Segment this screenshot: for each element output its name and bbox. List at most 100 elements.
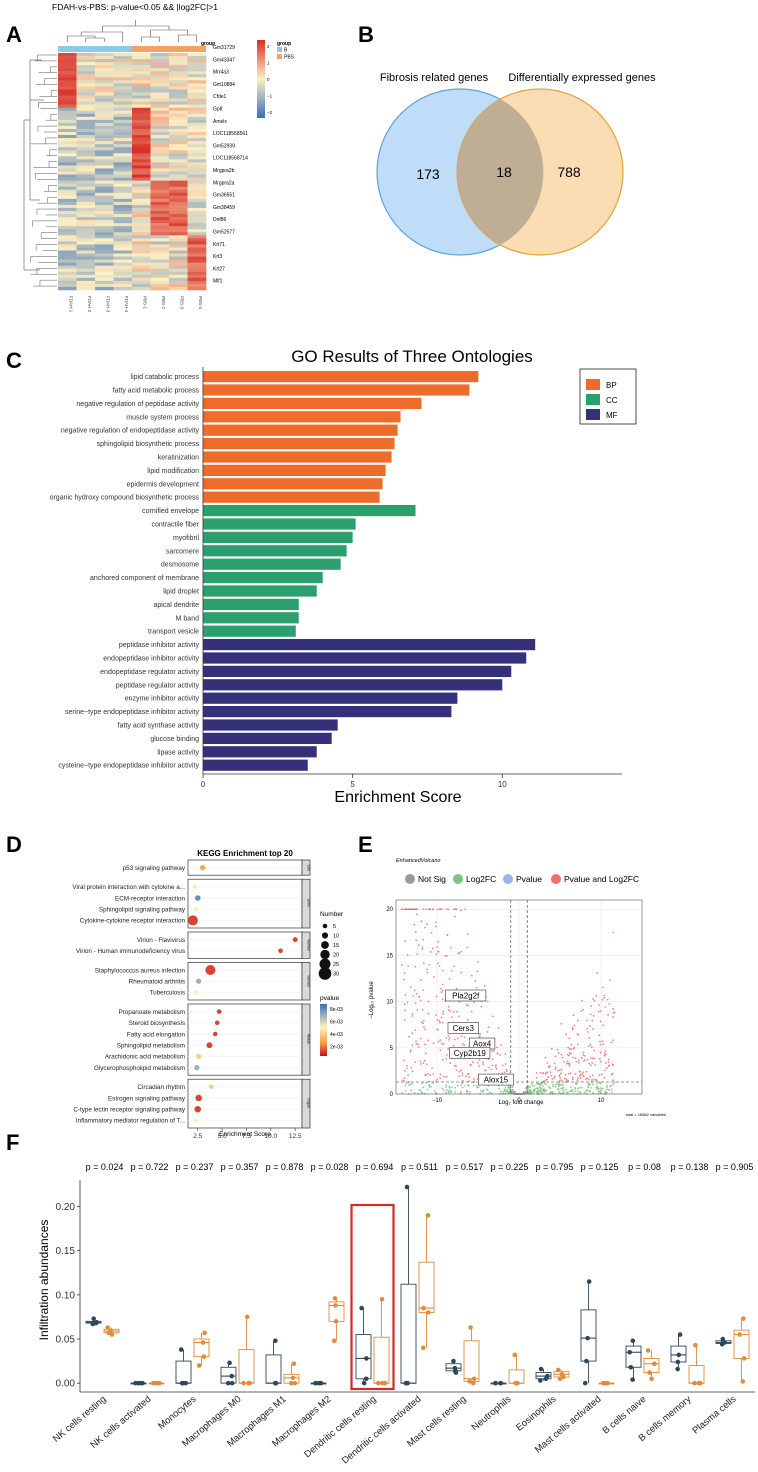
volcano-point	[405, 908, 407, 911]
volcano-point	[443, 1075, 445, 1078]
volcano-point	[575, 1083, 578, 1085]
heatmap-cell	[132, 171, 151, 175]
volcano-point	[576, 1079, 579, 1082]
size-legend-dot	[321, 932, 329, 939]
volcano-point	[432, 1082, 435, 1084]
volcano-point	[500, 1090, 502, 1093]
volcano-point	[422, 962, 425, 965]
heatmap-cell	[58, 162, 77, 166]
heatmap-cell	[58, 274, 77, 279]
volcano-point	[554, 1055, 557, 1058]
heatmap-cell	[132, 110, 151, 115]
volcano-point	[570, 1043, 573, 1046]
gene-label: Krt27	[213, 266, 225, 272]
heatmap-cell	[132, 244, 151, 248]
heatmap-cell	[169, 147, 188, 151]
box-category-label: Plasma cells	[691, 1394, 739, 1437]
heatmap-cell	[76, 62, 96, 66]
heatmap-cell	[95, 153, 114, 157]
volcano-point	[591, 1074, 594, 1077]
gene-label: Mrgpra2b	[213, 168, 235, 174]
volcano-point	[603, 1076, 606, 1079]
volcano-point	[400, 964, 403, 966]
size-legend-dot	[318, 967, 332, 980]
volcano-gene-label-box	[445, 989, 487, 1002]
heatmap-cell	[132, 211, 151, 215]
heatmap-cell	[95, 62, 114, 66]
heatmap-cell	[150, 204, 170, 209]
heatmap-cell	[150, 119, 170, 124]
box-data-point	[467, 1379, 473, 1384]
heatmap-cell	[76, 171, 96, 175]
volcano-point	[422, 1022, 425, 1025]
heatmap-cell	[132, 147, 151, 151]
kegg-bubble	[216, 1009, 222, 1014]
heatmap-cell	[169, 283, 188, 288]
heatmap-cell	[58, 214, 77, 218]
pvalue-tick-label: 4e-03	[330, 1032, 343, 1038]
volcano-point	[558, 1091, 561, 1093]
heatmap-cell	[150, 156, 170, 160]
volcano-point	[415, 1040, 417, 1043]
kegg-bubble	[206, 1042, 213, 1049]
go-term-label: serine−type endopeptidase inhibitor acti…	[65, 709, 200, 716]
volcano-point	[416, 1043, 419, 1046]
heatmap-cell	[58, 62, 77, 66]
heatmap-cell	[95, 235, 114, 239]
pvalue-label: p = 0.138	[671, 1162, 709, 1172]
volcano-point	[571, 1028, 574, 1031]
volcano-point	[540, 1087, 542, 1090]
heatmap-cell	[76, 86, 96, 90]
volcano-point	[503, 1071, 506, 1074]
go-legend-swatch	[586, 394, 600, 405]
heatmap-cell	[113, 71, 133, 75]
go-term-label: myofibril	[173, 535, 200, 542]
go-bar	[203, 732, 332, 744]
heatmap-color-legend: 210−1−2 group B PBS	[257, 40, 295, 118]
heatmap-cell	[150, 113, 170, 118]
volcano-point	[461, 1072, 464, 1075]
box-data-point	[225, 1380, 231, 1386]
sample-label: PBS-3	[179, 296, 184, 310]
volcano-point	[472, 1084, 475, 1087]
go-bar	[203, 706, 452, 718]
gene-label: Gm43347	[213, 57, 235, 63]
heatmap-cell	[76, 107, 96, 112]
heatmap-cell	[58, 265, 77, 270]
heatmap-cell	[76, 217, 96, 221]
volcano-point	[586, 1058, 589, 1061]
heatmap-cell	[150, 110, 170, 115]
volcano-point	[582, 1075, 585, 1078]
heatmap-cell	[132, 195, 151, 200]
volcano-point	[411, 908, 414, 911]
volcano-point	[442, 1010, 445, 1013]
heatmap-cell	[169, 113, 188, 118]
volcano-point	[612, 1079, 615, 1082]
heatmap-cell	[113, 174, 133, 178]
box-data-point	[453, 1368, 458, 1374]
volcano-point	[561, 1056, 564, 1059]
heatmap-cell	[169, 53, 188, 57]
heatmap-cell	[169, 128, 188, 133]
box-category-label: Dendritic cells activated	[340, 1394, 424, 1467]
volcano-point	[461, 1042, 464, 1045]
volcano-point	[453, 1038, 456, 1041]
heatmap-cell	[113, 101, 133, 105]
heatmap-cell	[95, 262, 114, 266]
heatmap-cell	[95, 89, 114, 93]
heatmap-cell	[169, 195, 188, 200]
volcano-point	[407, 965, 410, 967]
heatmap-cell	[150, 68, 170, 72]
kegg-bubble	[292, 937, 298, 943]
heatmap-cell	[76, 220, 96, 224]
go-x-tick-label: 0	[201, 780, 206, 789]
volcano-point	[427, 1000, 430, 1003]
volcano-point	[496, 1052, 499, 1055]
heatmap-cell	[169, 168, 188, 172]
volcano-point	[538, 1083, 541, 1085]
box-data-point	[420, 1345, 426, 1351]
volcano-point	[560, 1087, 562, 1090]
box-data-point	[740, 1379, 746, 1384]
volcano-point	[566, 1091, 569, 1094]
volcano-point	[486, 1089, 489, 1092]
